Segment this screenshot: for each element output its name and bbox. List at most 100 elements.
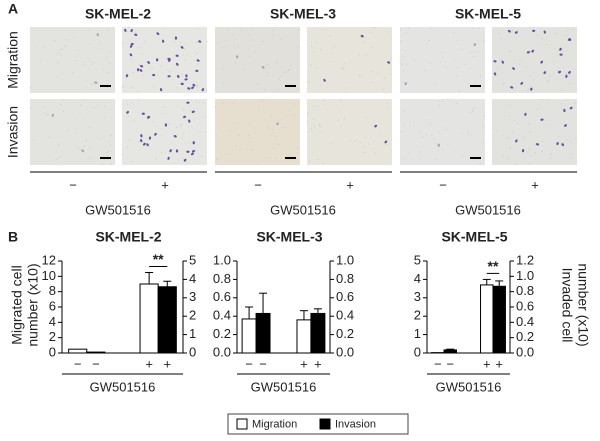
texture	[60, 54, 62, 56]
y2-tick-label: 0.4	[516, 314, 534, 329]
micrograph	[122, 99, 207, 165]
texture	[313, 118, 315, 120]
cell	[167, 156, 170, 160]
texture	[373, 27, 375, 29]
texture	[167, 123, 169, 126]
texture	[233, 122, 235, 124]
texture	[186, 54, 188, 56]
texture	[495, 129, 497, 131]
texture	[541, 99, 544, 101]
texture	[441, 100, 443, 103]
texture	[79, 149, 81, 151]
texture	[530, 131, 532, 133]
texture	[470, 134, 472, 136]
texture	[263, 89, 266, 91]
texture	[58, 156, 60, 158]
texture	[240, 28, 242, 30]
texture	[365, 117, 368, 119]
micrograph	[30, 27, 115, 93]
texture	[79, 113, 81, 115]
texture	[175, 87, 177, 89]
y2-tick-label: 1.0	[336, 252, 354, 267]
bar	[255, 312, 271, 354]
cell	[512, 67, 515, 70]
texture	[407, 27, 410, 30]
texture	[550, 153, 552, 156]
cell	[543, 71, 547, 75]
texture	[524, 66, 527, 68]
micrograph	[400, 99, 485, 165]
texture	[44, 106, 46, 108]
y-axis-label: number (x10)	[25, 263, 41, 346]
texture	[173, 41, 176, 43]
cell	[493, 60, 497, 63]
texture	[74, 127, 77, 129]
y-tick-label: 4	[414, 271, 421, 286]
texture	[507, 137, 510, 139]
texture	[155, 158, 157, 160]
texture	[548, 79, 550, 82]
cell	[154, 132, 157, 136]
y2-tick-label: 0.2	[516, 329, 534, 344]
cell	[174, 36, 178, 40]
texture	[271, 134, 273, 136]
texture	[126, 146, 129, 148]
texture	[60, 49, 62, 51]
bar	[139, 283, 159, 354]
texture	[458, 90, 460, 92]
panel-label: B	[8, 229, 18, 245]
texture	[270, 114, 272, 116]
texture	[411, 158, 413, 160]
cell	[559, 47, 562, 51]
cell	[96, 33, 99, 37]
cell	[173, 135, 177, 138]
texture	[340, 125, 342, 128]
texture	[80, 105, 82, 107]
texture	[162, 113, 164, 115]
cell	[526, 51, 530, 54]
texture	[541, 140, 544, 142]
texture	[424, 70, 426, 72]
texture	[408, 152, 410, 154]
texture	[343, 118, 345, 120]
texture	[575, 138, 577, 140]
texture	[88, 29, 90, 32]
texture	[474, 106, 477, 109]
texture	[546, 43, 548, 46]
texture	[528, 123, 530, 125]
y-tick-label: 6	[49, 298, 56, 313]
cell	[175, 54, 179, 57]
texture	[232, 102, 234, 105]
texture	[55, 159, 57, 161]
texture	[176, 126, 178, 129]
cell	[81, 149, 85, 153]
texture	[514, 59, 516, 61]
texture	[526, 89, 529, 92]
texture	[91, 84, 93, 86]
texture	[97, 105, 99, 107]
texture	[561, 103, 563, 105]
texture	[121, 153, 123, 155]
texture	[455, 102, 458, 105]
texture	[345, 91, 348, 93]
texture	[109, 144, 112, 146]
cell	[567, 38, 571, 41]
cell	[147, 115, 150, 119]
texture	[453, 59, 456, 61]
cell	[556, 142, 559, 146]
treatment-label: −	[254, 177, 262, 192]
cell	[159, 88, 163, 92]
texture	[34, 44, 36, 46]
texture	[205, 89, 207, 91]
x-tick-label: −	[446, 356, 454, 371]
cell	[142, 142, 146, 146]
treatment-title: GW501516	[270, 202, 336, 217]
x-axis-label: GW501516	[251, 379, 317, 394]
cell	[161, 39, 165, 43]
texture	[443, 65, 445, 67]
y-tick-label: 2	[414, 308, 421, 323]
texture	[294, 114, 296, 116]
texture	[327, 109, 329, 111]
texture	[358, 54, 360, 56]
texture	[404, 124, 406, 126]
